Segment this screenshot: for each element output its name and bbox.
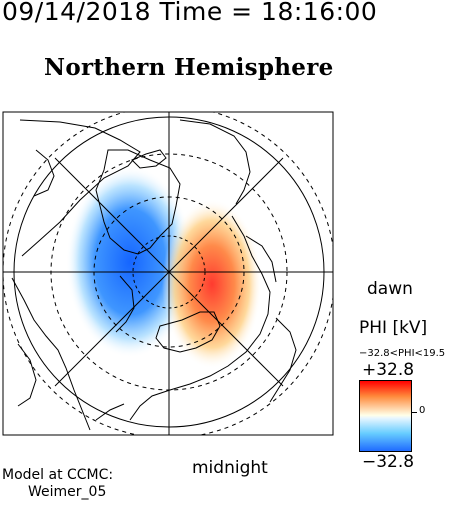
plot-title: Northern Hemisphere <box>44 54 334 81</box>
colorbar <box>359 380 412 452</box>
colorbar-max-label: +32.8 <box>362 360 415 380</box>
meridian-line <box>54 157 284 387</box>
model-label: Model at CCMC: <box>2 467 114 483</box>
map-frame <box>2 111 334 436</box>
negative-potential-cell <box>66 166 194 358</box>
colorbar-zero-label: 0 <box>419 405 426 416</box>
colorbar-title: PHI [kV] <box>359 318 428 338</box>
colorbar-min-label: −32.8 <box>362 452 415 472</box>
dawn-label: dawn <box>367 279 413 299</box>
colorbar-range: −32.8<PHI<19.5 <box>359 348 446 359</box>
model-name: Weimer_05 <box>28 484 107 500</box>
time-label: 09/14/2018 Time = 18:16:00 <box>2 0 378 26</box>
midnight-label: midnight <box>192 458 268 478</box>
colorbar-zero-tick <box>411 412 417 413</box>
positive-potential-cell <box>162 199 262 369</box>
coastlines <box>11 119 297 431</box>
